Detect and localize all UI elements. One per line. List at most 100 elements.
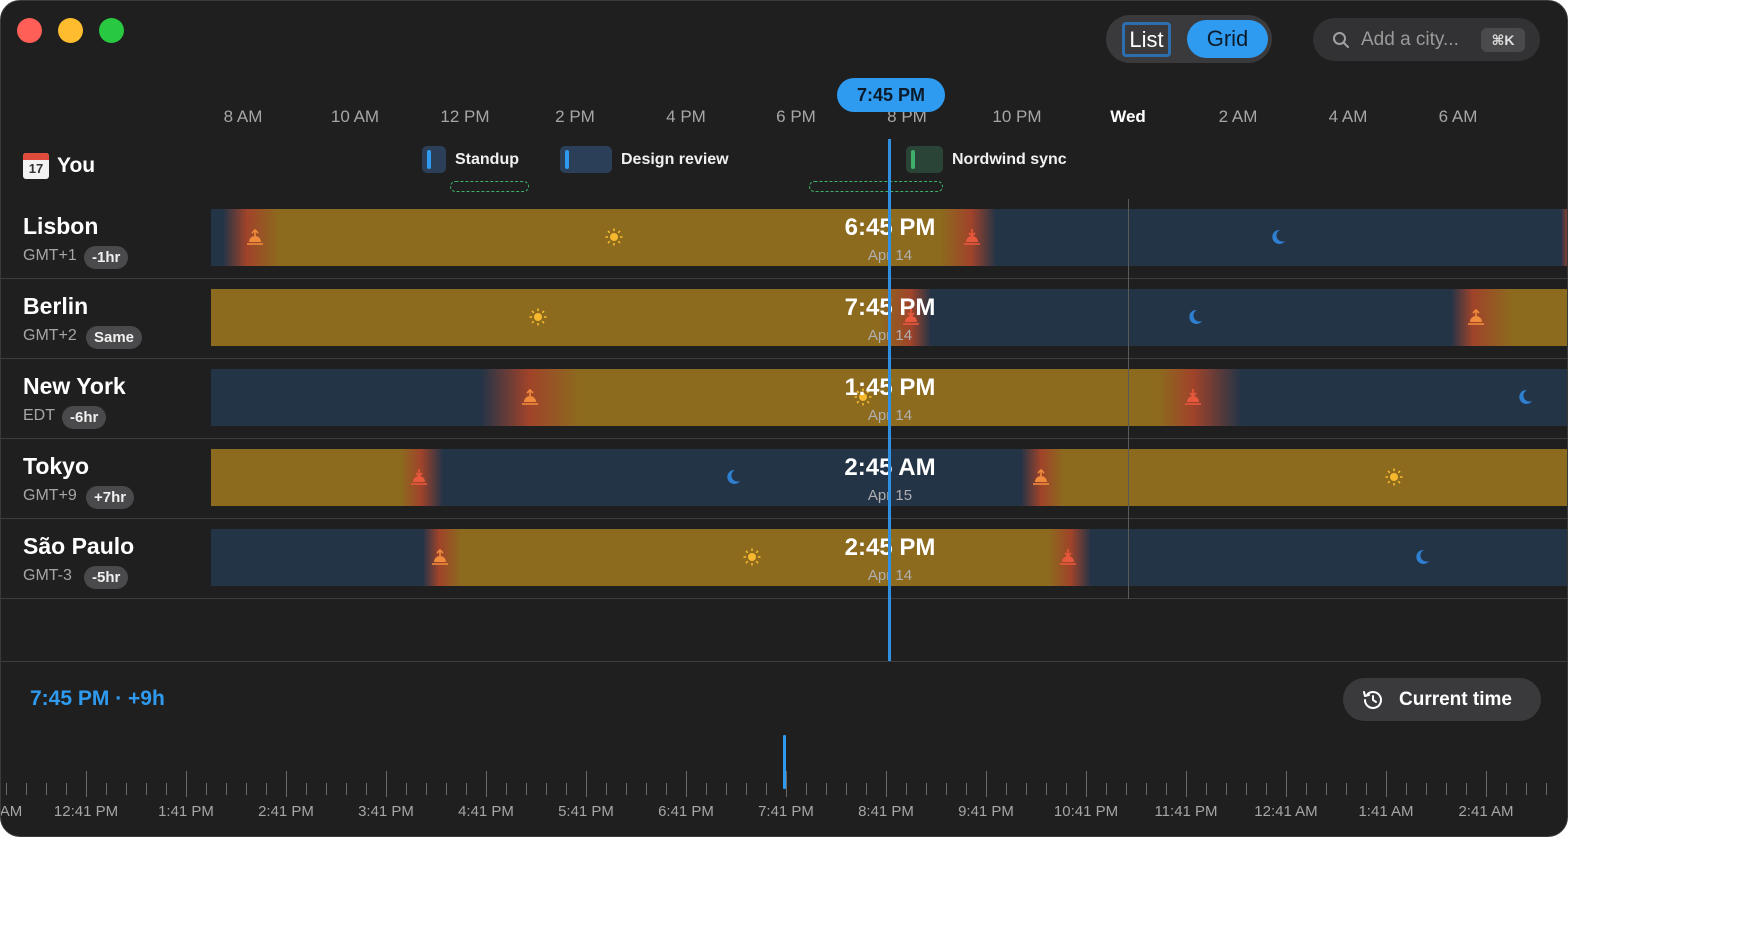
hour-label: 10 AM (330, 107, 380, 126)
divider (1, 661, 1567, 662)
list-view-button[interactable]: List (1122, 22, 1171, 57)
scrubber-tick (1046, 783, 1047, 795)
scrubber-tick (786, 771, 787, 797)
scrubber-tick (1206, 783, 1207, 795)
city-name: São Paulo (23, 533, 135, 559)
event-chip (906, 146, 943, 173)
offset-badge: -5hr (84, 566, 129, 589)
scrubber-tick (1286, 771, 1287, 797)
moon-icon (1272, 229, 1285, 244)
scrubber-tick (286, 771, 287, 797)
hour-label: 10 PM (992, 107, 1042, 126)
city-row-s-o-paulo[interactable]: São Paulo GMT-3 -5hr (1, 533, 1567, 613)
scrubber-tick (486, 771, 487, 797)
scrubber-tick (546, 783, 547, 795)
scrubber-tick (126, 783, 127, 795)
event-label: Design review (621, 150, 729, 168)
close-window-button[interactable] (17, 18, 42, 43)
minimize-window-button[interactable] (58, 18, 83, 43)
you-row: 17 You (23, 153, 95, 179)
zoom-window-button[interactable] (99, 18, 124, 43)
scrubber-tick (1426, 783, 1427, 795)
scrubber-tick (526, 783, 527, 795)
current-time-button[interactable]: Current time (1343, 678, 1541, 721)
offset-badge: +7hr (86, 486, 135, 509)
current-time-marker[interactable]: 7:45 PM (837, 78, 945, 112)
scrubber-label: 1:41 AM (1358, 803, 1414, 820)
scrubber-tick (1226, 783, 1227, 795)
city-row-new-york[interactable]: New York EDT -6hr (1, 373, 1567, 453)
search-input[interactable] (1361, 26, 1481, 53)
sunrise-icon (1468, 308, 1484, 325)
event-design-review[interactable]: Design review (560, 146, 729, 173)
view-toggle: List Grid (1106, 15, 1272, 63)
scrubber-tick (106, 783, 107, 795)
scrubber-tick (1166, 783, 1167, 795)
scrubber-tick (1186, 771, 1187, 797)
scrubber-label: 12:41 PM (53, 803, 119, 820)
scrubber-tick (666, 783, 667, 795)
scrubber-tick (706, 783, 707, 795)
scrubber-tick (1526, 783, 1527, 795)
scrubber-tick (1126, 783, 1127, 795)
moon-icon (1519, 389, 1532, 404)
scrubber-tick (326, 783, 327, 795)
sunrise-icon (1033, 468, 1049, 485)
city-name: New York (23, 373, 126, 399)
city-row-lisbon[interactable]: Lisbon GMT+1 -1hr (1, 213, 1567, 293)
offset-badge: -1hr (84, 246, 129, 269)
row-divider (1, 278, 1567, 279)
scrubber-tick (346, 783, 347, 795)
city-row-tokyo[interactable]: Tokyo GMT+9 +7hr (1, 453, 1567, 533)
scrubber-tick (1086, 771, 1087, 797)
moon-icon (1416, 549, 1429, 564)
scrubber-tick (166, 783, 167, 795)
sun-icon (1385, 468, 1403, 486)
free-slot-marker (809, 181, 943, 192)
scrubber-tick (586, 771, 587, 797)
sun-icon (529, 308, 547, 326)
scrubber-tick (386, 771, 387, 797)
scrubber-cursor[interactable] (783, 735, 786, 789)
scrubber-label: 8:41 PM (858, 803, 914, 820)
scrubber-label: 5:41 PM (558, 803, 614, 820)
scrubber-tick (426, 783, 427, 795)
time-scrubber[interactable]: AM 12:41 PM 1:41 PM 2:41 PM 3:41 PM 4:41 PM 5:… (1, 731, 1567, 836)
selected-time-status: 7:45 PM · +9h (30, 687, 165, 710)
scrubber-tick (406, 783, 407, 795)
current-time-line[interactable] (888, 139, 891, 662)
scrubber-tick (646, 783, 647, 795)
scrubber-tick (846, 783, 847, 795)
free-slot-marker (450, 181, 529, 192)
scrubber-tick (466, 783, 467, 795)
grid-view-button[interactable]: Grid (1187, 20, 1268, 58)
offset-badge: -6hr (62, 406, 107, 429)
scrubber-label: 3:41 PM (358, 803, 414, 820)
scrubber-tick (866, 783, 867, 795)
scrubber-tick (826, 783, 827, 795)
history-icon (1363, 691, 1382, 709)
sunrise-icon (432, 548, 448, 565)
sunset-icon (411, 469, 427, 485)
scrubber-tick (986, 771, 987, 797)
city-row-berlin[interactable]: Berlin GMT+2 Same (1, 293, 1567, 373)
city-timezone: GMT+2 (23, 327, 77, 344)
hour-label: 6 PM (776, 107, 816, 126)
scrubber-tick (1366, 783, 1367, 795)
sunset-icon (903, 309, 919, 325)
city-name: Tokyo (23, 453, 90, 479)
city-name: Berlin (23, 293, 89, 319)
scrubber-tick (146, 783, 147, 795)
sunset-icon (964, 229, 980, 245)
scrubber-tick (1326, 783, 1327, 795)
event-label: Standup (455, 150, 519, 168)
event-standup[interactable]: Standup (422, 146, 519, 173)
row-divider (1, 438, 1567, 439)
hour-label: 2 AM (1218, 107, 1258, 126)
scrubber-tick (1466, 783, 1467, 795)
event-nordwind-sync[interactable]: Nordwind sync (906, 146, 1067, 173)
scrubber-label: 2:41 AM (1458, 803, 1514, 820)
scrubber-tick (566, 783, 567, 795)
scrubber-tick (1506, 783, 1507, 795)
scrubber-label: 6:41 PM (658, 803, 714, 820)
